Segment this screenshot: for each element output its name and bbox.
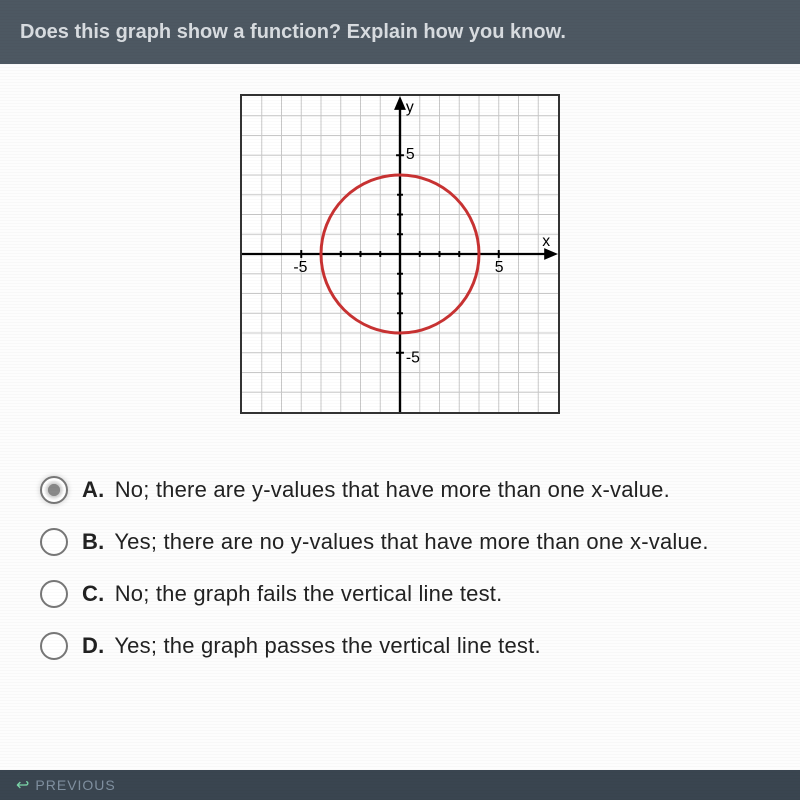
option-b[interactable]: B. Yes; there are no y-values that have …: [40, 516, 760, 568]
tick-pos5-y: 5: [406, 146, 415, 163]
content-area: x y -5 5 5 -5 A. No; there are y-values …: [0, 64, 800, 770]
option-d-text: D. Yes; the graph passes the vertical li…: [82, 633, 541, 659]
option-a-text: A. No; there are y-values that have more…: [82, 477, 670, 503]
tick-pos5-x: 5: [495, 259, 504, 276]
option-a-letter: A.: [82, 477, 104, 502]
x-axis-label: x: [542, 233, 550, 250]
radio-a[interactable]: [40, 476, 68, 504]
screen: Does this graph show a function? Explain…: [0, 0, 800, 800]
previous-label[interactable]: PREVIOUS: [35, 777, 115, 793]
tick-neg5-y: -5: [406, 350, 420, 367]
option-a[interactable]: A. No; there are y-values that have more…: [40, 464, 760, 516]
previous-arrow-icon[interactable]: ↩: [16, 775, 29, 795]
option-d-body: Yes; the graph passes the vertical line …: [114, 633, 540, 658]
radio-b[interactable]: [40, 528, 68, 556]
option-c-letter: C.: [82, 581, 104, 606]
y-arrow-icon: [394, 96, 406, 110]
option-c[interactable]: C. No; the graph fails the vertical line…: [40, 568, 760, 620]
radio-d[interactable]: [40, 632, 68, 660]
y-axis-label: y: [406, 99, 414, 116]
footer-nav: ↩ PREVIOUS: [0, 770, 800, 800]
option-a-body: No; there are y-values that have more th…: [115, 477, 670, 502]
graph-panel: x y -5 5 5 -5: [240, 94, 560, 414]
radio-c[interactable]: [40, 580, 68, 608]
option-c-text: C. No; the graph fails the vertical line…: [82, 581, 502, 607]
question-text: Does this graph show a function? Explain…: [20, 21, 566, 44]
axes: [242, 96, 558, 412]
question-header: Does this graph show a function? Explain…: [0, 0, 800, 64]
axis-tick-labels: x y -5 5 5 -5: [293, 99, 550, 367]
option-d-letter: D.: [82, 633, 104, 658]
option-b-body: Yes; there are no y-values that have mor…: [114, 529, 708, 554]
tick-neg5-x: -5: [293, 259, 307, 276]
option-c-body: No; the graph fails the vertical line te…: [115, 581, 503, 606]
answer-options: A. No; there are y-values that have more…: [40, 464, 760, 672]
option-b-text: B. Yes; there are no y-values that have …: [82, 529, 709, 555]
option-d[interactable]: D. Yes; the graph passes the vertical li…: [40, 620, 760, 672]
coordinate-graph: x y -5 5 5 -5: [242, 96, 558, 412]
option-b-letter: B.: [82, 529, 104, 554]
